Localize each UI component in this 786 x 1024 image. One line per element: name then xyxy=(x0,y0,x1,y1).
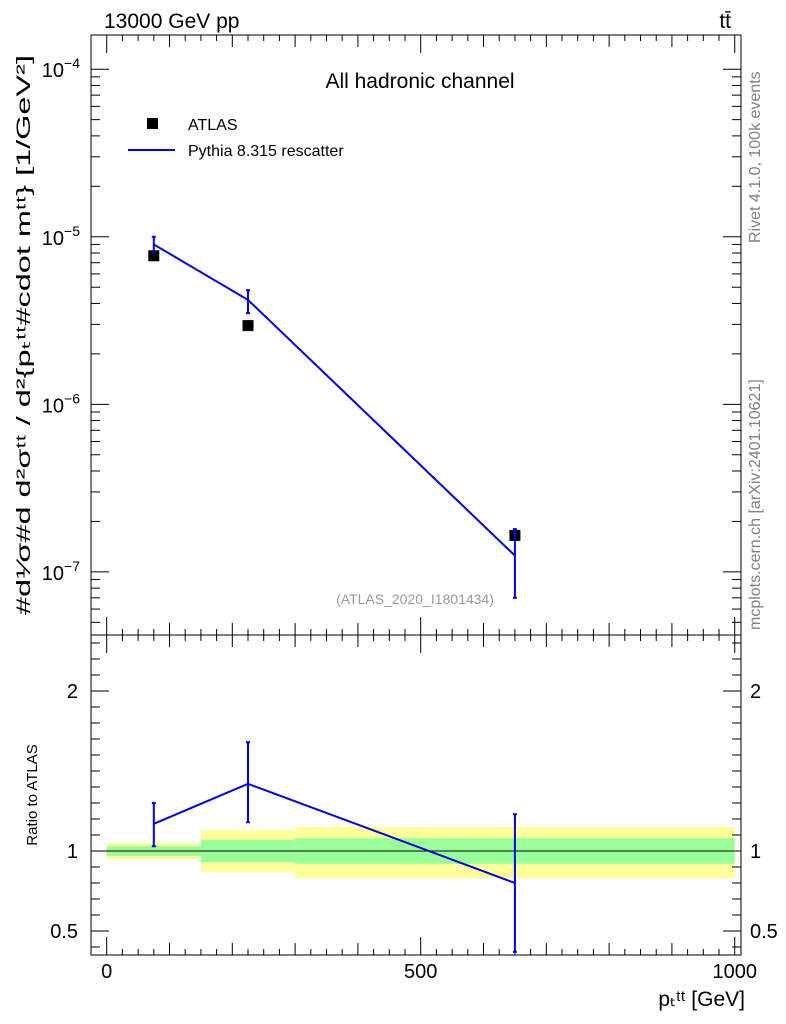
ratio-y-tick-label: 2 xyxy=(67,681,78,703)
legend-atlas-marker xyxy=(147,118,158,129)
ratio-y-tick-label: 0.5 xyxy=(50,921,78,943)
ratio-y-axis-label: Ratio to ATLAS xyxy=(24,744,41,845)
legend-pythia-label: Pythia 8.315 rescatter xyxy=(188,143,344,160)
ratio-y-tick-label: 1 xyxy=(67,841,78,863)
atlas-data-point xyxy=(242,320,254,332)
ratio-y-tick-label: 2 xyxy=(750,681,761,703)
x-tick-label: 500 xyxy=(404,961,437,983)
analysis-tag: (ATLAS_2020_I1801434) xyxy=(336,591,494,607)
chart-marks xyxy=(91,235,741,953)
legend: ATLAS Pythia 8.315 rescatter xyxy=(128,117,344,160)
source-label: mcplots.cern.ch [arXiv:2401.10621] xyxy=(747,379,764,630)
main-y-tick-label: 10−5 xyxy=(42,223,80,250)
chart-title: All hadronic channel xyxy=(325,70,514,93)
main-y-tick-label: 10−4 xyxy=(42,55,80,82)
main-y-axis-label: #d¹⁄σ#d d²σᵗᵗ / d²{pₜᵗᵗ#cdot mᵗᵗ} [1/GeV… xyxy=(14,55,35,615)
x-axis-label: pₜᵗᵗ [GeV] xyxy=(658,988,745,1011)
rivet-version-label: Rivet 4.1.0, 100k events xyxy=(747,71,764,243)
x-tick-label: 1000 xyxy=(712,961,757,983)
ratio-panel-frame xyxy=(90,634,742,956)
process-label: tt̄ xyxy=(719,10,731,33)
ratio-panel-ticks: 0 500 1000 0.5 0.5 1 1 2 2 xyxy=(50,635,778,983)
main-y-tick-label: 10−7 xyxy=(42,558,80,585)
main-panel-ticks: 10−7 10−6 10−5 10−4 xyxy=(42,35,741,635)
legend-atlas-label: ATLAS xyxy=(188,117,238,134)
ratio-uncertainty-bands xyxy=(106,827,735,879)
atlas-data-point xyxy=(148,250,160,262)
ratio-y-tick-label: 0.5 xyxy=(750,921,778,943)
pythia-line xyxy=(153,243,516,557)
ratio-y-tick-label: 1 xyxy=(750,841,761,863)
x-tick-label: 0 xyxy=(101,961,112,983)
energy-label: 13000 GeV pp xyxy=(104,10,239,33)
main-y-tick-label: 10−6 xyxy=(42,390,80,417)
